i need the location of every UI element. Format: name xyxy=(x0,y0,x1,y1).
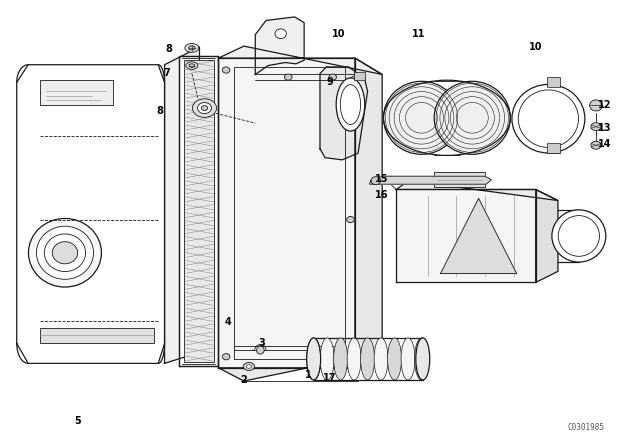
Text: 17: 17 xyxy=(323,373,336,383)
Polygon shape xyxy=(218,46,382,74)
Ellipse shape xyxy=(44,234,86,271)
Text: 10: 10 xyxy=(529,42,543,52)
Ellipse shape xyxy=(284,74,292,80)
Polygon shape xyxy=(536,190,558,282)
Text: 8: 8 xyxy=(166,44,172,54)
Polygon shape xyxy=(255,17,304,74)
Polygon shape xyxy=(218,58,355,368)
Text: 14: 14 xyxy=(598,139,611,149)
Text: 4: 4 xyxy=(225,317,232,327)
Ellipse shape xyxy=(189,46,195,50)
Text: 7: 7 xyxy=(163,68,170,78)
Polygon shape xyxy=(369,176,492,184)
Text: 5: 5 xyxy=(74,416,81,426)
Ellipse shape xyxy=(374,338,388,380)
Polygon shape xyxy=(320,67,367,160)
Text: 8: 8 xyxy=(157,106,164,116)
Ellipse shape xyxy=(246,365,252,368)
Ellipse shape xyxy=(198,103,211,114)
Ellipse shape xyxy=(28,219,101,287)
Ellipse shape xyxy=(52,242,77,264)
Ellipse shape xyxy=(202,106,208,111)
Text: 3: 3 xyxy=(259,338,265,348)
Ellipse shape xyxy=(416,338,429,380)
Polygon shape xyxy=(218,352,382,381)
Bar xyxy=(184,60,214,362)
Ellipse shape xyxy=(512,84,585,153)
Ellipse shape xyxy=(257,346,264,354)
Ellipse shape xyxy=(360,338,374,380)
Polygon shape xyxy=(396,190,536,282)
Ellipse shape xyxy=(243,362,255,370)
Text: 11: 11 xyxy=(412,29,425,39)
Ellipse shape xyxy=(434,81,510,154)
Ellipse shape xyxy=(371,177,381,185)
Text: 2: 2 xyxy=(241,375,247,385)
Ellipse shape xyxy=(222,67,230,73)
Ellipse shape xyxy=(222,353,230,360)
Ellipse shape xyxy=(329,74,337,80)
Ellipse shape xyxy=(552,210,606,262)
Polygon shape xyxy=(164,47,200,363)
Ellipse shape xyxy=(320,338,334,380)
Ellipse shape xyxy=(193,99,216,117)
Text: 16: 16 xyxy=(376,190,389,200)
Bar xyxy=(354,72,365,80)
Polygon shape xyxy=(179,56,218,366)
Polygon shape xyxy=(355,58,382,368)
Ellipse shape xyxy=(307,338,321,380)
Polygon shape xyxy=(440,198,516,274)
Ellipse shape xyxy=(383,81,460,154)
Text: 12: 12 xyxy=(598,100,611,110)
Ellipse shape xyxy=(388,338,401,380)
Ellipse shape xyxy=(186,62,198,69)
Bar xyxy=(40,80,113,105)
Ellipse shape xyxy=(36,226,93,279)
Text: C0301985: C0301985 xyxy=(568,423,605,432)
Ellipse shape xyxy=(185,43,199,52)
Bar xyxy=(547,143,560,153)
Text: 15: 15 xyxy=(376,174,389,184)
Text: 1: 1 xyxy=(305,370,312,380)
Bar xyxy=(434,172,485,187)
Text: 13: 13 xyxy=(598,123,611,133)
Ellipse shape xyxy=(589,100,602,111)
Ellipse shape xyxy=(347,338,361,380)
Ellipse shape xyxy=(591,141,601,149)
Bar xyxy=(547,77,560,87)
Bar xyxy=(40,328,154,344)
Text: 10: 10 xyxy=(332,29,346,39)
Ellipse shape xyxy=(189,64,195,67)
Text: 9: 9 xyxy=(326,78,333,87)
Ellipse shape xyxy=(307,338,321,380)
Ellipse shape xyxy=(591,123,601,131)
Ellipse shape xyxy=(347,216,355,223)
Ellipse shape xyxy=(275,29,286,39)
Ellipse shape xyxy=(401,338,415,380)
Ellipse shape xyxy=(336,78,365,131)
Ellipse shape xyxy=(415,338,429,380)
Polygon shape xyxy=(17,65,164,363)
Polygon shape xyxy=(396,181,558,201)
Ellipse shape xyxy=(333,338,348,380)
